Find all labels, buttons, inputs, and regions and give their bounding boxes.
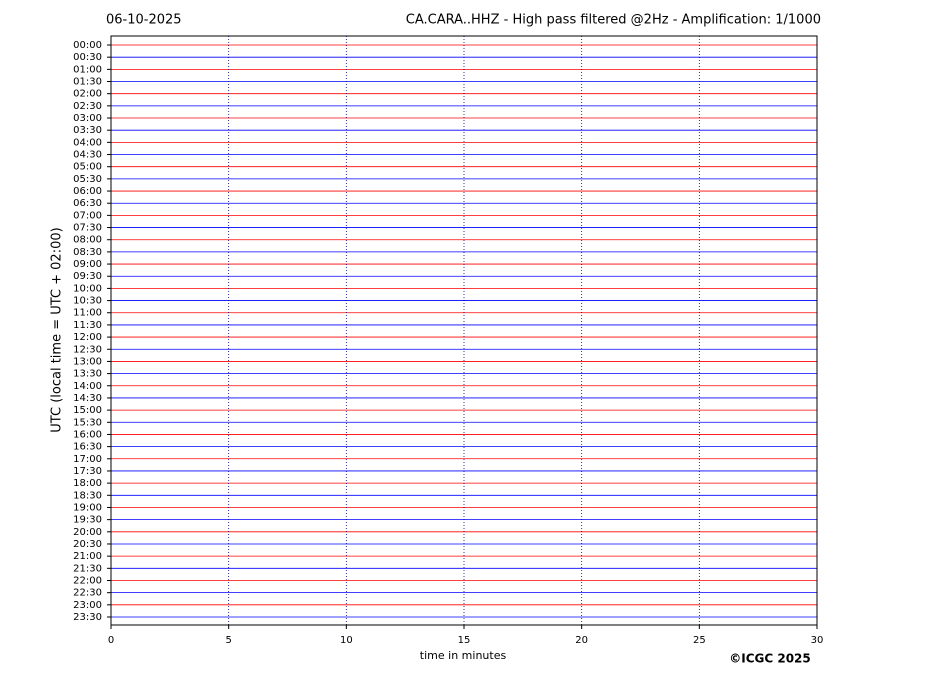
y-tick-label: 18:00 <box>73 478 102 489</box>
y-tick-label: 00:00 <box>73 40 102 51</box>
y-tick-label: 21:00 <box>73 551 102 562</box>
y-tick-label: 04:00 <box>73 137 102 148</box>
y-tick-label: 22:30 <box>73 588 102 599</box>
x-tick-label: 0 <box>108 635 114 646</box>
y-tick-label: 15:00 <box>73 405 102 416</box>
y-tick-label: 17:30 <box>73 466 102 477</box>
plot-frame <box>110 35 818 626</box>
y-tick-label: 10:30 <box>73 296 102 307</box>
y-tick-label: 21:30 <box>73 563 102 574</box>
y-tick-label: 12:30 <box>73 344 102 355</box>
y-tick-label: 07:00 <box>73 210 102 221</box>
y-tick-label: 01:30 <box>73 77 102 88</box>
y-tick-label: 05:30 <box>73 174 102 185</box>
x-tick-label: 10 <box>340 635 353 646</box>
y-tick-label: 11:30 <box>73 320 102 331</box>
x-tick-label: 30 <box>811 635 824 646</box>
y-tick-label: 09:00 <box>73 259 102 270</box>
y-tick-label: 13:30 <box>73 369 102 380</box>
y-tick-label: 06:00 <box>73 186 102 197</box>
x-tick-label: 15 <box>458 635 471 646</box>
y-tick-label: 16:00 <box>73 429 102 440</box>
x-tick-label: 5 <box>225 635 231 646</box>
y-tick-label: 20:00 <box>73 527 102 538</box>
y-tick-label: 19:00 <box>73 502 102 513</box>
y-tick-label: 04:30 <box>73 150 102 161</box>
y-tick-label: 03:30 <box>73 125 102 136</box>
y-axis-label: UTC (local time = UTC + 02:00) <box>50 227 65 432</box>
y-tick-label: 03:00 <box>73 113 102 124</box>
y-tick-label: 08:30 <box>73 247 102 258</box>
y-tick-label: 11:00 <box>73 308 102 319</box>
y-tick-label: 10:00 <box>73 283 102 294</box>
y-tick-label: 02:00 <box>73 89 102 100</box>
copyright: ©ICGC 2025 <box>729 652 811 666</box>
y-tick-label: 16:30 <box>73 442 102 453</box>
y-tick-label: 19:30 <box>73 515 102 526</box>
y-tick-label: 12:00 <box>73 332 102 343</box>
y-tick-label: 17:00 <box>73 454 102 465</box>
x-tick-label: 25 <box>693 635 706 646</box>
y-tick-label: 07:30 <box>73 223 102 234</box>
y-tick-label: 23:00 <box>73 600 102 611</box>
y-tick-label: 14:00 <box>73 381 102 392</box>
y-tick-label: 09:30 <box>73 271 102 282</box>
y-tick-label: 18:30 <box>73 490 102 501</box>
y-tick-label: 01:00 <box>73 64 102 75</box>
chart-title: CA.CARA..HHZ - High pass filtered @2Hz -… <box>406 13 821 28</box>
y-tick-label: 20:30 <box>73 539 102 550</box>
y-tick-label: 23:30 <box>73 612 102 623</box>
x-axis-label: time in minutes <box>420 649 507 662</box>
y-tick-label: 13:00 <box>73 356 102 367</box>
date: 06-10-2025 <box>106 13 182 28</box>
y-tick-label: 14:30 <box>73 393 102 404</box>
y-tick-label: 22:00 <box>73 575 102 586</box>
x-tick-label: 20 <box>575 635 588 646</box>
y-tick-label: 05:00 <box>73 162 102 173</box>
y-tick-label: 00:30 <box>73 52 102 63</box>
y-tick-label: 08:00 <box>73 235 102 246</box>
y-tick-label: 02:30 <box>73 101 102 112</box>
y-tick-label: 15:30 <box>73 417 102 428</box>
y-tick-label: 06:30 <box>73 198 102 209</box>
